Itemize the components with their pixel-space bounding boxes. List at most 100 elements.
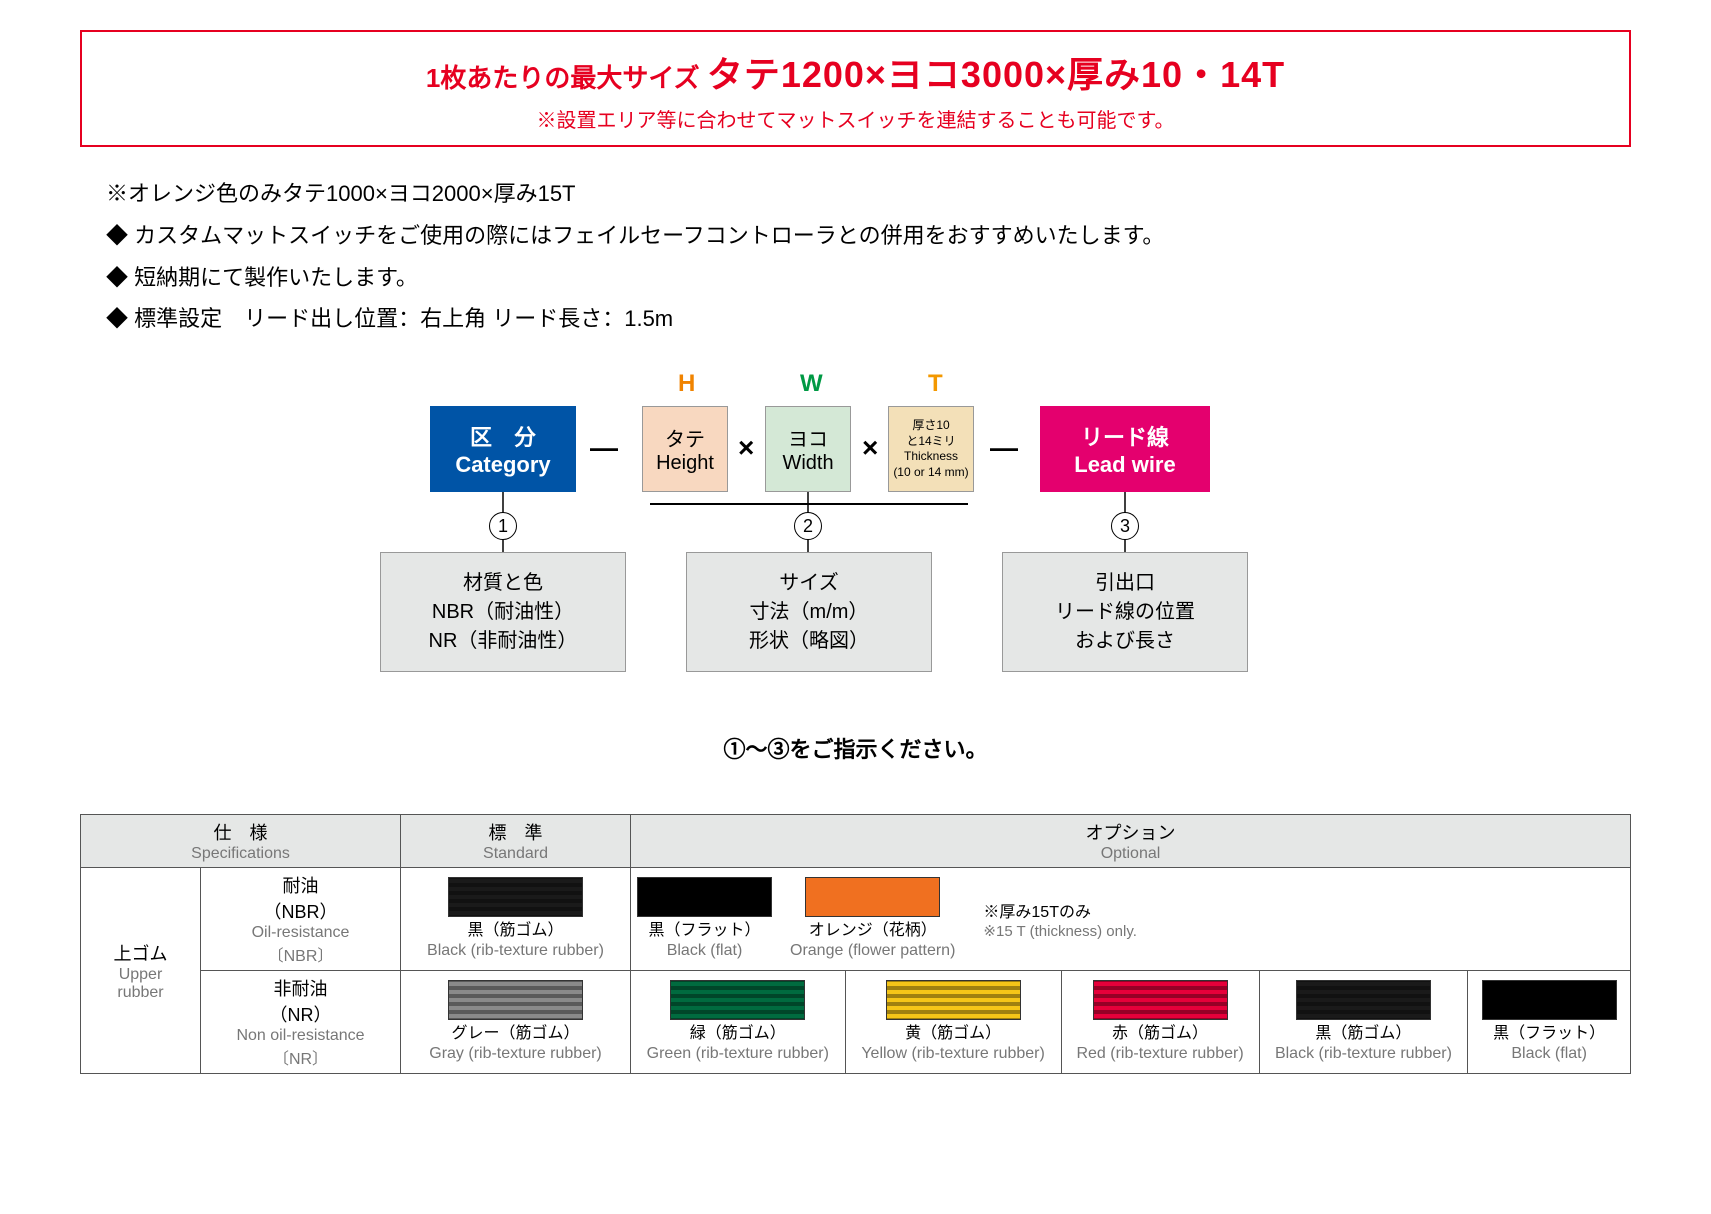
thickness-l2: と14ミリ [906,434,955,450]
node-width: ヨコ Width [765,406,851,492]
lead-en: Lead wire [1074,452,1175,478]
swatch-red_rib: 赤（筋ゴム）Red (rib-texture rubber) [1068,980,1253,1064]
box2-l1: サイズ [779,569,838,598]
note-1: ※オレンジ色のみタテ1000×ヨコ2000×厚み15T [106,173,1631,215]
upper-jp: 上ゴム [87,940,194,966]
upper-en1: Upper [87,966,194,984]
swatch-label-black_flat2: 黒（フラット）Black (flat) [1474,1024,1624,1064]
swatch-box-yellow_rib [886,980,1021,1020]
upper-en2: rubber [87,984,194,1002]
swatch-box-black_flat [637,877,772,917]
node-thickness: 厚さ10 と14ミリ Thickness (10 or 14 mm) [888,406,974,492]
height-en: Height [656,452,714,475]
swatch-box-green_rib [670,980,805,1020]
swatch-label-green_rib: 緑（筋ゴム）Green (rib-texture rubber) [637,1024,839,1064]
nbr-p: （NBR） [207,898,394,924]
box-size: サイズ 寸法（m/m） 形状（略図） [686,552,932,672]
nr-jp: 非耐油 [207,975,394,1001]
th-opt-jp: オプション [637,819,1624,845]
cell-nr: 非耐油 （NR） Non oil-resistance 〔NR〕 [201,971,401,1074]
swatch-label-black_rib: 黒（筋ゴム）Black (rib-texture rubber) [407,921,624,961]
cell-yellow: 黄（筋ゴム）Yellow (rib-texture rubber) [845,971,1061,1074]
cell-opt-nbr: 黒（フラット）Black (flat) オレンジ（花柄）Orange (flow… [631,868,1631,971]
box1-l2: NBR（耐油性） [432,598,574,627]
swatch-box-black_flat2 [1482,980,1617,1020]
swatch-black_flat2: 黒（フラット）Black (flat) [1474,980,1624,1064]
box3-l2: リード線の位置 [1055,598,1195,627]
th-spec-jp: 仕 様 [87,819,394,845]
circle-2: 2 [794,512,822,540]
connector-2: — [990,432,1018,464]
thick-note-en: ※15 T (thickness) only. [983,922,1136,940]
box2-l3: 形状（略図） [749,627,869,656]
swatch-box-gray_rib [448,980,583,1020]
th-std-jp: 標 準 [407,819,624,845]
max-size-banner: 1枚あたりの最大サイズ タテ1200×ヨコ3000×厚み10・14T ※設置エリ… [80,30,1631,147]
circle-1: 1 [489,512,517,540]
th-opt-en: Optional [637,845,1624,863]
cell-red: 赤（筋ゴム）Red (rib-texture rubber) [1061,971,1259,1074]
height-jp: タテ [665,423,705,452]
box1-l1: 材質と色 [463,569,543,598]
swatch-gray_rib: グレー（筋ゴム）Gray (rib-texture rubber) [407,980,624,1064]
thickness-l3: Thickness [904,449,958,465]
cell-upper-rubber: 上ゴム Upper rubber [81,868,201,1074]
cell-black-flat2: 黒（フラット）Black (flat) [1468,971,1631,1074]
swatch-label-orange: オレンジ（花柄）Orange (flower pattern) [790,921,955,961]
swatch-yellow_rib: 黄（筋ゴム）Yellow (rib-texture rubber) [852,980,1055,1064]
node-height: タテ Height [642,406,728,492]
cell-nbr: 耐油 （NBR） Oil-resistance 〔NBR〕 [201,868,401,971]
note-4: ◆ 標準設定 リード出し位置：右上角 リード長さ：1.5m [106,298,1631,340]
box2-l2: 寸法（m/m） [750,598,869,627]
swatch-black_rib: 黒（筋ゴム）Black (rib-texture rubber) [407,877,624,961]
box1-l3: NR（非耐油性） [429,627,578,656]
swatch-label-black_rib2: 黒（筋ゴム）Black (rib-texture rubber) [1266,1024,1462,1064]
swatch-black_flat: 黒（フラット）Black (flat) [637,877,772,961]
width-en: Width [782,452,833,475]
swatch-label-yellow_rib: 黄（筋ゴム）Yellow (rib-texture rubber) [852,1024,1055,1064]
category-en: Category [455,452,550,478]
cell-std-nr: グレー（筋ゴム）Gray (rib-texture rubber) [401,971,631,1074]
banner-main: タテ1200×ヨコ3000×厚み10・14T [707,54,1285,95]
swatch-label-black_flat: 黒（フラット）Black (flat) [637,921,772,961]
th-std-en: Standard [407,845,624,863]
nbr-jp: 耐油 [207,872,394,898]
circle-3: 3 [1111,512,1139,540]
swatch-box-black_rib [448,877,583,917]
banner-title: 1枚あたりの最大サイズ タテ1200×ヨコ3000×厚み10・14T [102,46,1609,98]
box-lead: 引出口 リード線の位置 および長さ [1002,552,1248,672]
diagram-footer: ①〜③をご指示ください。 [80,732,1631,764]
nr-p: （NR） [207,1001,394,1027]
banner-subtitle: ※設置エリア等に合わせてマットスイッチを連結することも可能です。 [102,104,1609,133]
swatch-green_rib: 緑（筋ゴム）Green (rib-texture rubber) [637,980,839,1064]
box-material: 材質と色 NBR（耐油性） NR（非耐油性） [380,552,626,672]
th-standard: 標 準 Standard [401,815,631,868]
category-jp: 区 分 [470,420,536,452]
swatch-box-red_rib [1093,980,1228,1020]
cell-green: 緑（筋ゴム）Green (rib-texture rubber) [631,971,846,1074]
spec-table: 仕 様 Specifications 標 準 Standard オプション Op… [80,814,1631,1074]
thickness-note: ※厚み15Tのみ ※15 T (thickness) only. [973,898,1136,940]
label-w: W [800,370,823,398]
swatch-box-black_rib2 [1296,980,1431,1020]
times-1: × [738,432,754,464]
swatch-box-orange [805,877,940,917]
ordering-diagram: H W T 区 分 Category — タテ Height × ヨコ Widt… [80,362,1631,722]
th-spec: 仕 様 Specifications [81,815,401,868]
box3-l3: および長さ [1075,627,1175,656]
times-2: × [862,432,878,464]
label-t: T [928,370,943,398]
note-2: ◆ カスタムマットスイッチをご使用の際にはフェイルセーフコントローラとの併用をお… [106,215,1631,257]
banner-prefix: 1枚あたりの最大サイズ [426,63,700,93]
thick-note-jp: ※厚み15Tのみ [983,898,1136,922]
lead-jp: リード線 [1081,420,1169,452]
thickness-l1: 厚さ10 [912,418,949,434]
notes-block: ※オレンジ色のみタテ1000×ヨコ2000×厚み15T ◆ カスタムマットスイッ… [106,173,1631,340]
swatch-black_rib2: 黒（筋ゴム）Black (rib-texture rubber) [1266,980,1462,1064]
th-spec-en: Specifications [87,845,394,863]
cell-black-rib2: 黒（筋ゴム）Black (rib-texture rubber) [1259,971,1468,1074]
swatch-label-red_rib: 赤（筋ゴム）Red (rib-texture rubber) [1068,1024,1253,1064]
connector-1: — [590,432,618,464]
swatch-label-gray_rib: グレー（筋ゴム）Gray (rib-texture rubber) [407,1024,624,1064]
swatch-orange: オレンジ（花柄）Orange (flower pattern) [790,877,955,961]
